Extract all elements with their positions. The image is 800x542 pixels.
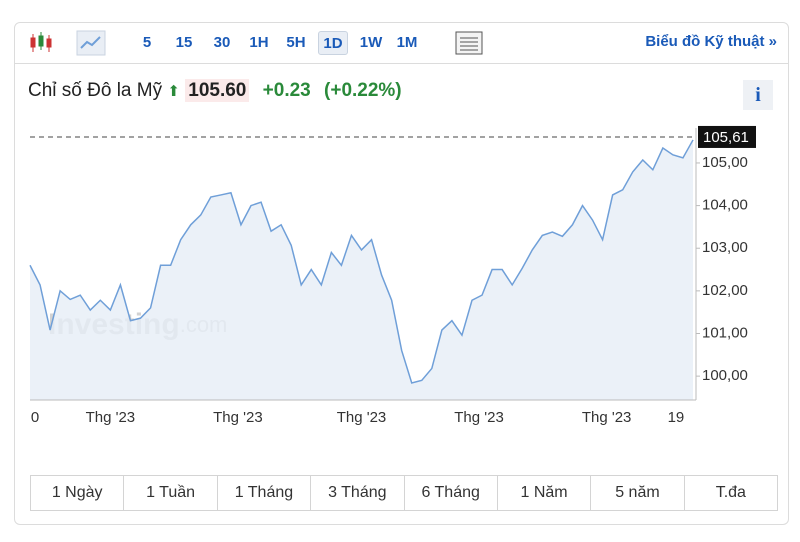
technical-chart-link[interactable]: Biểu đồ Kỹ thuật » <box>645 33 777 50</box>
info-button[interactable]: i <box>743 80 773 110</box>
range-bar: 1 Ngày 1 Tuần 1 Tháng 3 Tháng 6 Tháng 1 Năm 5 … <box>30 475 778 511</box>
interval-button[interactable]: 5H <box>286 34 306 51</box>
interval-button[interactable]: 30 <box>213 34 231 51</box>
interval-button[interactable]: 1M <box>396 34 418 51</box>
range-button[interactable]: 3 Tháng <box>310 476 403 510</box>
interval-button[interactable]: 1D <box>318 31 348 55</box>
interval-button[interactable]: 1W <box>359 34 383 51</box>
range-button[interactable]: 6 Tháng <box>403 476 497 510</box>
range-button[interactable]: T.đa <box>683 476 777 510</box>
table-icon[interactable] <box>454 30 484 56</box>
quote-header: Chỉ số Đô la Mỹ ⬆ 105.60 +0.23 (+0.22%) <box>28 79 402 102</box>
interval-button[interactable]: 5 <box>142 34 152 51</box>
interval-button[interactable]: 1H <box>249 34 269 51</box>
widget <box>14 22 789 525</box>
toolbar: Biểu đồ Kỹ thuật » 5 15 30 1H 5H 1D 1W 1M <box>14 22 789 64</box>
line-icon[interactable] <box>76 30 106 56</box>
instrument-name: Chỉ số Đô la Mỹ <box>28 80 163 101</box>
range-button[interactable]: 1 Tháng <box>216 476 310 510</box>
change: +0.23 <box>262 80 311 101</box>
range-button[interactable]: 1 Tuần <box>123 476 216 510</box>
interval-button[interactable]: 15 <box>175 34 193 51</box>
range-button[interactable]: 5 năm <box>590 476 683 510</box>
range-button[interactable]: 1 Năm <box>496 476 590 510</box>
candle-icon[interactable] <box>28 28 58 58</box>
range-button[interactable]: 1 Ngày <box>51 484 103 501</box>
change-percent: (+0.22%) <box>324 80 402 101</box>
up-arrow: ⬆ <box>167 83 180 100</box>
price: 105.60 <box>185 79 250 102</box>
